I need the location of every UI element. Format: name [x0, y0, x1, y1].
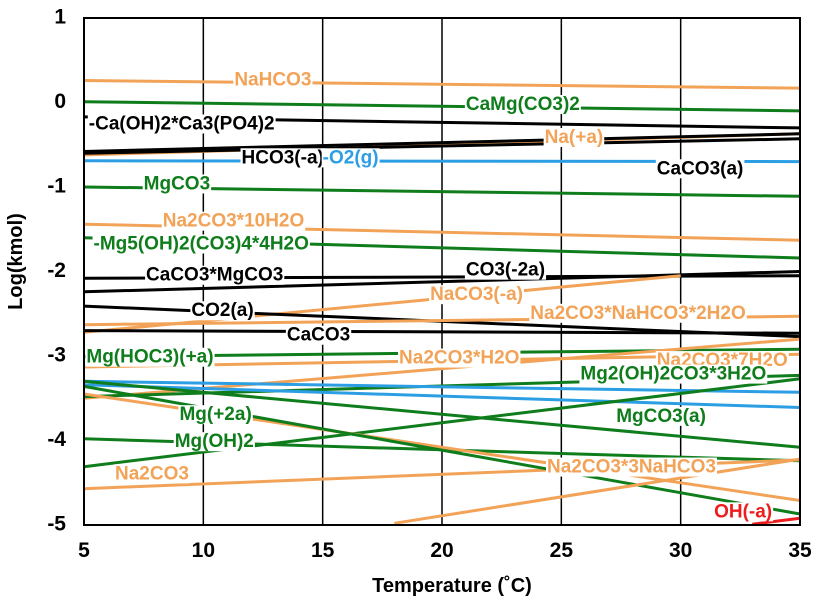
series-label-bg: [161, 211, 306, 231]
series-label: Na2CO3*10H2O: [163, 211, 305, 232]
series-label-bg: [713, 502, 774, 522]
series-label: -O2(g): [323, 147, 379, 168]
series-line: [83, 377, 801, 469]
series-label-bg: [114, 464, 190, 484]
x-axis-ticks: 5 10 15 20 25 30 35: [78, 539, 812, 562]
series-label: Mg(HOC3)(+a): [86, 347, 213, 368]
y-tick-label: -3: [47, 344, 66, 367]
series-label-bg: [233, 70, 313, 90]
series-line: [83, 379, 801, 394]
series-label: -Ca(OH)2*Ca3(PO4)2: [89, 113, 275, 134]
series-label-bg: [142, 174, 212, 194]
series-line: [83, 100, 801, 113]
series-label-bg: [240, 148, 325, 168]
series-label: CaCO3*MgCO3: [146, 265, 283, 286]
x-tick-label: 30: [669, 539, 692, 562]
series-layer: [83, 79, 801, 526]
series-label-bg: [398, 348, 521, 368]
y-tick-label: -4: [47, 428, 66, 451]
x-tick-label: 35: [788, 539, 812, 562]
series-label: NaHCO3: [234, 70, 311, 91]
series-label: MgCO3(a): [616, 406, 706, 427]
x-tick-label: 20: [430, 539, 453, 562]
series-label: HCO3(-a): [242, 147, 324, 168]
series-line: [752, 516, 801, 526]
series-label-bg: [87, 114, 276, 134]
series-label: Mg2(OH)2CO3*3H2O: [580, 364, 766, 385]
series-line: [83, 137, 801, 155]
series-label: CaCO3: [287, 325, 350, 346]
x-tick-label: 5: [78, 539, 90, 562]
series-label-bg: [321, 148, 380, 168]
series-label: Na2CO3: [115, 463, 189, 484]
series-label-bg: [429, 285, 524, 305]
series-label: NaCO3(-a): [430, 284, 523, 305]
series-label-bg: [464, 260, 547, 280]
series-label-bg: [145, 265, 285, 285]
series-label-bg: [178, 405, 253, 425]
series-line: [83, 270, 801, 294]
series-line: [83, 132, 801, 153]
y-axis-title: Log(kmol): [5, 213, 27, 310]
series-label-bg: [529, 303, 747, 323]
series-label-bg: [655, 159, 745, 179]
series-label: Na2CO3*NaHCO3*2H2O: [530, 303, 745, 324]
y-tick-label: -1: [47, 175, 66, 198]
series-label: Na(+a): [545, 127, 604, 148]
plot-frame: [83, 17, 801, 526]
series-label-bg: [85, 347, 215, 367]
series-label: CaCO3(a): [657, 158, 744, 179]
series-label-bg: [173, 432, 255, 452]
series-label: Mg(OH)2: [175, 431, 254, 452]
y-tick-label: -2: [47, 259, 66, 282]
x-axis-title: Temperature (˚C): [372, 574, 532, 597]
series-label-bg: [285, 325, 352, 345]
series-label-bg: [615, 406, 707, 426]
series-label: -Mg5(OH)2(CO3)4*4H2O: [94, 233, 309, 254]
series-label: Na2CO3*3NaHCO3: [547, 457, 716, 478]
series-label-bg: [543, 128, 605, 148]
y-tick-label: -5: [47, 513, 66, 536]
series-line: [83, 383, 801, 409]
series-label: Na2CO3*H2O: [399, 348, 519, 369]
series-line: [83, 79, 801, 90]
series-label: MgCO3: [144, 173, 211, 194]
series-label: CaMg(CO3)2: [466, 94, 580, 115]
y-tick-label: 1: [54, 6, 66, 29]
series-line: [83, 379, 801, 449]
x-tick-label: 25: [550, 539, 574, 562]
series-label: CO2(a): [191, 300, 253, 321]
y-axis-ticks: 1 0 -1 -2 -3 -4 -5: [47, 6, 66, 536]
x-tick-label: 10: [192, 539, 215, 562]
series-label: Mg(+2a): [179, 404, 251, 425]
series-line: [394, 457, 801, 525]
series-label: CO3(-2a): [466, 260, 545, 281]
series-label-bg: [579, 364, 768, 384]
series-label-bg: [464, 95, 581, 115]
series-labels: NaHCO3 CaMg(CO3)2 -Ca(OH)2*Ca3(PO4)2 Na(+a)…: [85, 70, 789, 522]
y-tick-label: 0: [54, 90, 66, 113]
series-label: OH(-a): [714, 501, 772, 522]
series-line: [83, 329, 801, 335]
series-label-bg: [546, 457, 717, 477]
series-label-bg: [92, 234, 310, 254]
series-label-bg: [190, 301, 255, 321]
x-tick-label: 15: [311, 539, 335, 562]
